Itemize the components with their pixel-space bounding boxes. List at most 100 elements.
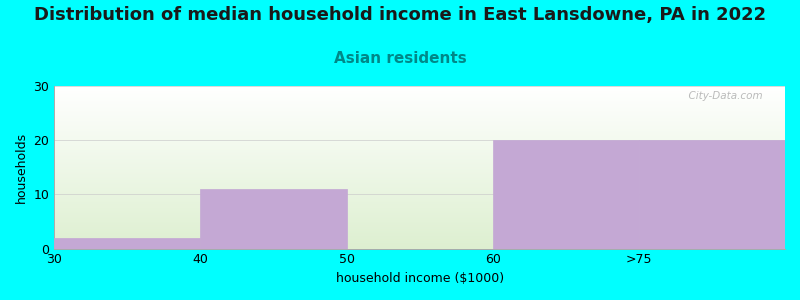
Bar <box>54 130 785 131</box>
Bar <box>54 137 785 138</box>
Bar <box>54 154 785 155</box>
Bar <box>54 164 785 165</box>
Bar <box>54 160 785 161</box>
Bar <box>54 158 785 159</box>
Text: Asian residents: Asian residents <box>334 51 466 66</box>
Bar <box>54 244 785 245</box>
Bar <box>54 120 785 121</box>
Bar <box>54 149 785 150</box>
Bar <box>54 225 785 226</box>
Bar <box>54 162 785 163</box>
Bar <box>54 211 785 212</box>
Bar <box>54 196 785 197</box>
Bar <box>54 190 785 191</box>
Bar <box>54 166 785 167</box>
Bar <box>639 140 785 249</box>
Bar <box>54 236 785 237</box>
Bar <box>54 203 785 204</box>
Bar <box>54 184 785 185</box>
Bar <box>54 163 785 164</box>
Bar <box>54 159 785 160</box>
Bar <box>54 240 785 241</box>
Bar <box>54 215 785 216</box>
Bar <box>54 206 785 207</box>
Bar <box>54 134 785 135</box>
Bar <box>54 169 785 170</box>
Bar <box>54 100 785 101</box>
Bar <box>54 87 785 88</box>
Bar <box>54 102 785 103</box>
Bar <box>54 232 785 233</box>
Bar <box>54 247 785 248</box>
Bar <box>54 226 785 227</box>
Bar <box>54 238 785 239</box>
Bar <box>54 96 785 97</box>
Bar <box>54 127 785 128</box>
Bar <box>54 195 785 196</box>
Bar <box>54 145 785 146</box>
Bar <box>54 89 785 90</box>
Bar <box>54 105 785 106</box>
Bar <box>54 117 785 118</box>
Bar <box>54 93 785 94</box>
Bar <box>54 231 785 232</box>
X-axis label: household income ($1000): household income ($1000) <box>335 272 504 285</box>
Bar <box>54 88 785 89</box>
Bar <box>54 121 785 122</box>
Bar <box>54 199 785 200</box>
Bar <box>54 210 785 211</box>
Bar <box>54 171 785 172</box>
Bar <box>54 118 785 119</box>
Bar <box>54 227 785 228</box>
Bar <box>54 191 785 192</box>
Bar <box>54 97 785 98</box>
Bar <box>54 129 785 130</box>
Bar <box>54 205 785 206</box>
Bar <box>54 222 785 223</box>
Bar <box>54 246 785 247</box>
Bar <box>54 125 785 126</box>
Bar <box>54 185 785 186</box>
Bar <box>54 241 785 242</box>
Bar <box>54 217 785 218</box>
Bar <box>54 108 785 109</box>
Bar <box>54 151 785 152</box>
Bar <box>54 107 785 108</box>
Bar <box>54 142 785 143</box>
Bar <box>54 214 785 215</box>
Bar <box>54 179 785 180</box>
Bar <box>54 148 785 149</box>
Bar <box>54 133 785 134</box>
Bar <box>54 180 785 181</box>
Bar <box>54 152 785 153</box>
Bar <box>54 150 785 151</box>
Bar <box>54 238 201 249</box>
Bar <box>54 194 785 195</box>
Bar <box>54 122 785 123</box>
Bar <box>54 218 785 219</box>
Bar <box>54 173 785 174</box>
Bar <box>54 177 785 178</box>
Bar <box>54 167 785 168</box>
Bar <box>54 193 785 194</box>
Bar <box>54 132 785 133</box>
Bar <box>54 183 785 184</box>
Bar <box>54 178 785 179</box>
Bar <box>54 157 785 158</box>
Bar <box>54 128 785 129</box>
Bar <box>54 245 785 246</box>
Bar <box>54 95 785 96</box>
Bar <box>54 104 785 105</box>
Bar <box>54 235 785 236</box>
Bar <box>54 103 785 104</box>
Bar <box>54 224 785 225</box>
Bar <box>54 136 785 137</box>
Bar <box>54 188 785 189</box>
Bar <box>54 155 785 156</box>
Y-axis label: households: households <box>15 132 28 203</box>
Bar <box>54 216 785 217</box>
Bar <box>201 189 346 249</box>
Bar <box>54 116 785 117</box>
Bar <box>54 114 785 115</box>
Bar <box>54 233 785 234</box>
